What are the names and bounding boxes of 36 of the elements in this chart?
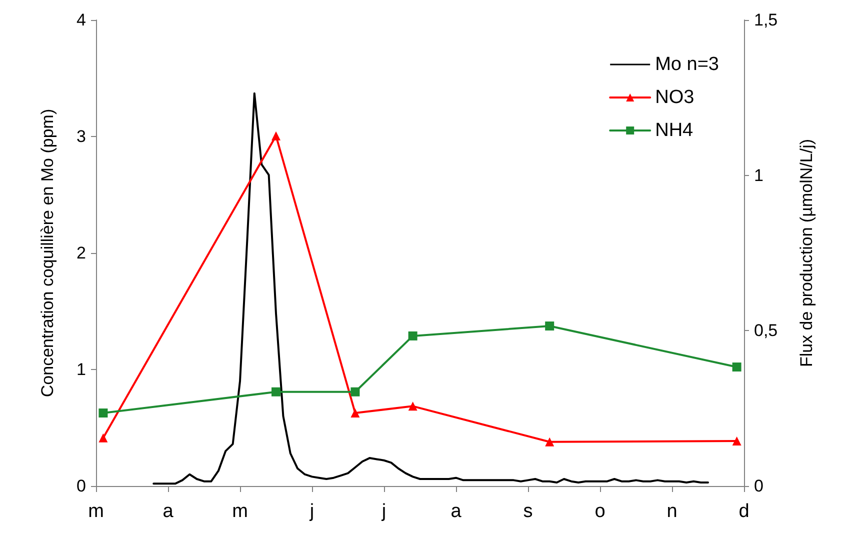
y-tick-label: 0 bbox=[76, 476, 86, 496]
x-tick-label: m bbox=[88, 501, 104, 522]
y2-tick-label: 0 bbox=[754, 476, 764, 496]
y2-tick-label: 1,5 bbox=[754, 10, 778, 30]
y-tick-label: 4 bbox=[76, 10, 86, 30]
x-tick-label: j bbox=[380, 501, 386, 522]
point bbox=[350, 387, 360, 396]
x-tick-label: a bbox=[450, 501, 462, 522]
point bbox=[408, 331, 418, 340]
y-tick-label: 2 bbox=[76, 244, 86, 262]
y2-tick-label: 1 bbox=[754, 166, 764, 185]
legend-label: NH4 bbox=[655, 120, 694, 141]
point bbox=[732, 362, 742, 372]
point bbox=[732, 436, 742, 446]
x-tick-label: o bbox=[594, 501, 606, 522]
point bbox=[272, 131, 280, 140]
point bbox=[98, 433, 108, 442]
point bbox=[545, 322, 554, 331]
y-tick-label: 3 bbox=[76, 127, 86, 146]
x-tick-label: n bbox=[666, 501, 678, 522]
y-tick-label: 1 bbox=[76, 360, 86, 379]
x-tick-label: j bbox=[308, 501, 314, 522]
point bbox=[350, 408, 360, 418]
x-tick-label: d bbox=[738, 501, 750, 522]
legend-label: NO3 bbox=[655, 87, 694, 108]
y2-tick-label: 0,5 bbox=[754, 321, 778, 340]
x-tick-label: s bbox=[523, 501, 533, 522]
point bbox=[408, 402, 418, 411]
point bbox=[98, 408, 108, 418]
y-axis-title: Concentration coquillière en Mo (ppm) bbox=[38, 108, 57, 398]
y2-axis-title: Flux de production (µmolN/L/j) bbox=[797, 138, 816, 368]
x-tick-label: m bbox=[232, 501, 248, 522]
legend-label: Mo n=3 bbox=[655, 54, 720, 75]
x-tick-label: a bbox=[162, 501, 174, 522]
point bbox=[272, 387, 280, 396]
point bbox=[545, 437, 554, 446]
